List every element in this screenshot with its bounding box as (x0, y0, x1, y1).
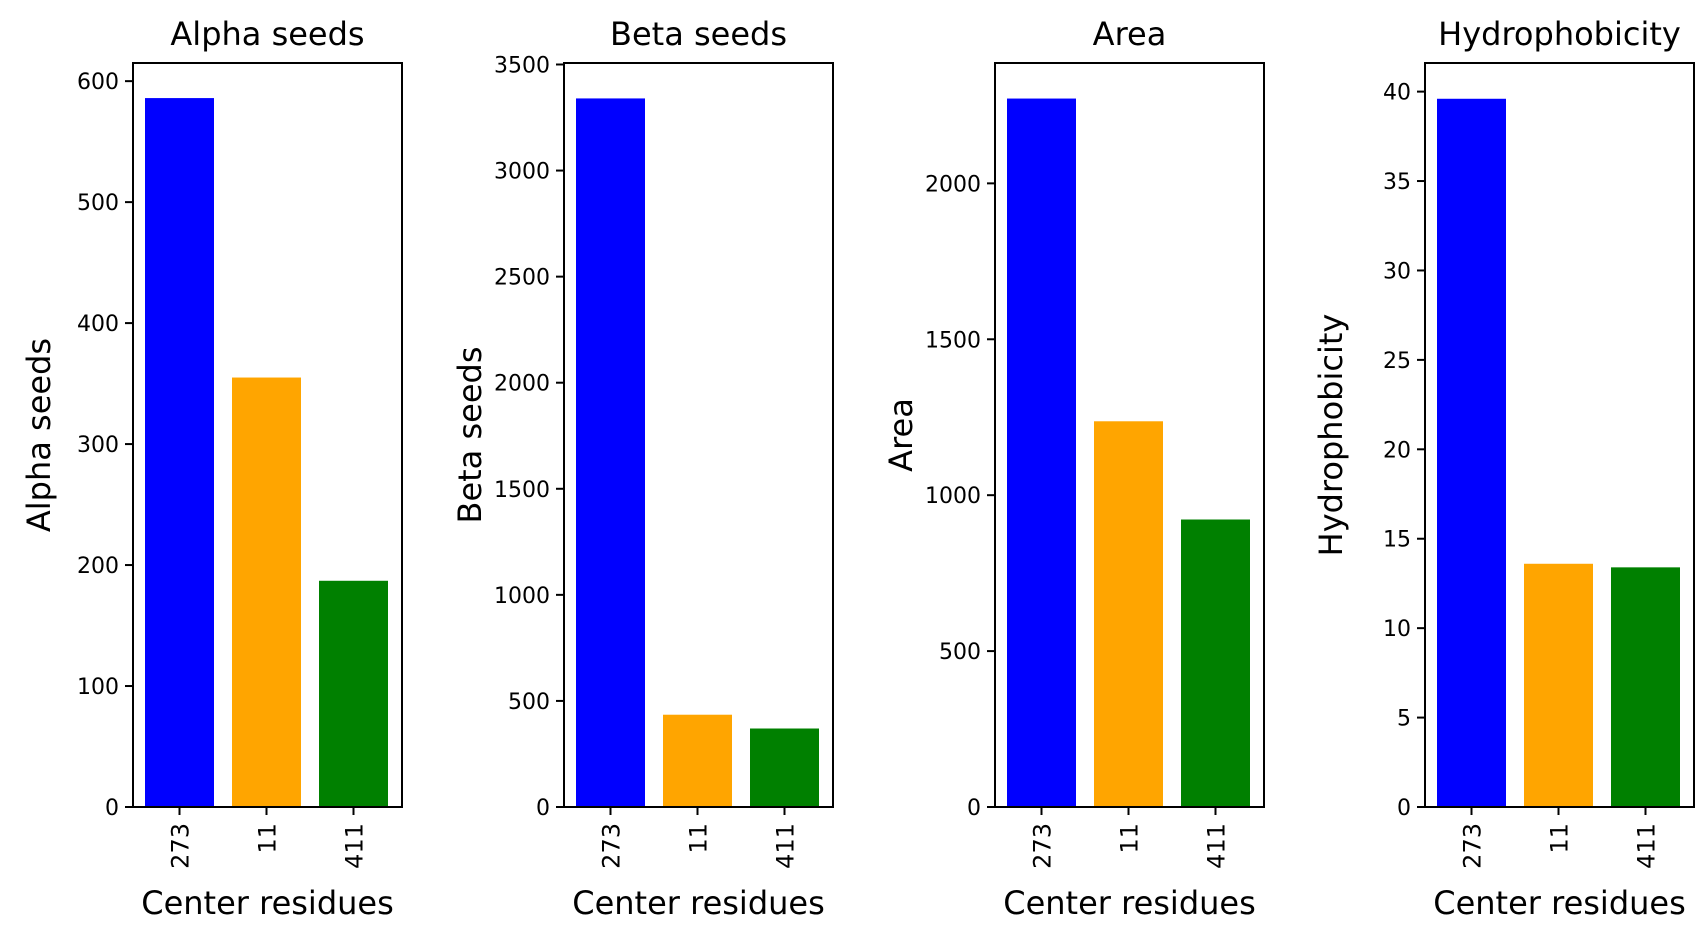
chart-panel: 0 500 1000 1500 2000 273 11 411 Area Center resid… (882, 15, 1265, 922)
x-axis-label: Center residues (141, 884, 394, 922)
y-tick-label: 0 (105, 796, 119, 821)
x-tick-label: 273 (167, 823, 195, 869)
y-tick-label: 2000 (925, 172, 981, 197)
bar (663, 714, 732, 807)
chart-title: Alpha seeds (170, 15, 364, 53)
x-tick-label: 411 (1203, 823, 1231, 869)
chart-panel: 0 500 1000 1500 2000 2500 3000 3500 273 11 411 Beta… (451, 15, 834, 922)
y-tick-label: 30 (1383, 259, 1411, 284)
x-tick-label: 11 (1546, 823, 1574, 854)
x-tick-label: 411 (341, 823, 369, 869)
y-tick-label: 500 (508, 690, 550, 715)
y-tick-label: 0 (536, 796, 550, 821)
x-tick-label: 411 (1633, 823, 1661, 869)
chart-title: Beta seeds (610, 15, 787, 53)
y-tick-label: 5 (1397, 707, 1411, 732)
y-tick-label: 300 (77, 433, 119, 458)
y-tick-label: 3500 (494, 53, 550, 78)
y-tick-label: 0 (967, 796, 981, 821)
x-tick-label: 11 (685, 823, 713, 854)
bar (232, 377, 301, 807)
y-tick-label: 2000 (494, 372, 550, 397)
bar (1611, 567, 1680, 807)
y-axis-label: Alpha seeds (20, 338, 58, 532)
y-tick-label: 100 (77, 675, 119, 700)
y-tick-label: 35 (1383, 170, 1411, 195)
x-tick-label: 11 (254, 823, 282, 854)
bar (1437, 98, 1506, 808)
x-axis-label: Center residues (1003, 884, 1256, 922)
y-axis-label: Hydrophobicity (1312, 314, 1350, 557)
y-tick-label: 2500 (494, 266, 550, 291)
bar (319, 580, 388, 807)
bar (145, 98, 214, 807)
x-axis-label: Center residues (572, 884, 825, 922)
chart-title: Area (1093, 15, 1167, 53)
y-tick-label: 3000 (494, 160, 550, 185)
bar (1524, 563, 1593, 807)
x-tick-label: 273 (1029, 823, 1057, 869)
chart-panel: 0 5 10 15 20 25 30 35 40 273 11 411 Hydrophobicity Ce… (1312, 15, 1695, 922)
x-tick-label: 11 (1116, 823, 1144, 854)
y-tick-label: 1000 (494, 584, 550, 609)
bar (1094, 421, 1163, 807)
x-tick-label: 273 (1459, 823, 1487, 869)
bar (1181, 519, 1250, 807)
y-tick-label: 25 (1383, 349, 1411, 374)
y-tick-label: 20 (1383, 438, 1411, 463)
y-tick-label: 15 (1383, 528, 1411, 553)
y-tick-label: 400 (77, 312, 119, 337)
y-tick-label: 600 (77, 70, 119, 95)
y-tick-label: 500 (939, 640, 981, 665)
y-tick-label: 1500 (494, 478, 550, 503)
y-tick-label: 200 (77, 554, 119, 579)
y-tick-label: 40 (1383, 81, 1411, 106)
x-tick-label: 273 (598, 823, 626, 869)
x-tick-label: 411 (772, 823, 800, 869)
y-axis-label: Beta seeds (451, 347, 489, 524)
y-tick-label: 1500 (925, 328, 981, 353)
bar (750, 728, 819, 807)
y-tick-label: 1000 (925, 484, 981, 509)
bar (1007, 98, 1076, 807)
chart-panel: 0 100 200 300 400 500 600 273 11 411 Alpha seeds Ce… (20, 15, 403, 922)
x-axis-label: Center residues (1433, 884, 1686, 922)
chart-title: Hydrophobicity (1438, 15, 1681, 53)
bar (576, 98, 645, 807)
y-tick-label: 10 (1383, 617, 1411, 642)
y-axis-label: Area (882, 398, 920, 472)
y-tick-label: 0 (1397, 796, 1411, 821)
y-tick-label: 500 (77, 191, 119, 216)
